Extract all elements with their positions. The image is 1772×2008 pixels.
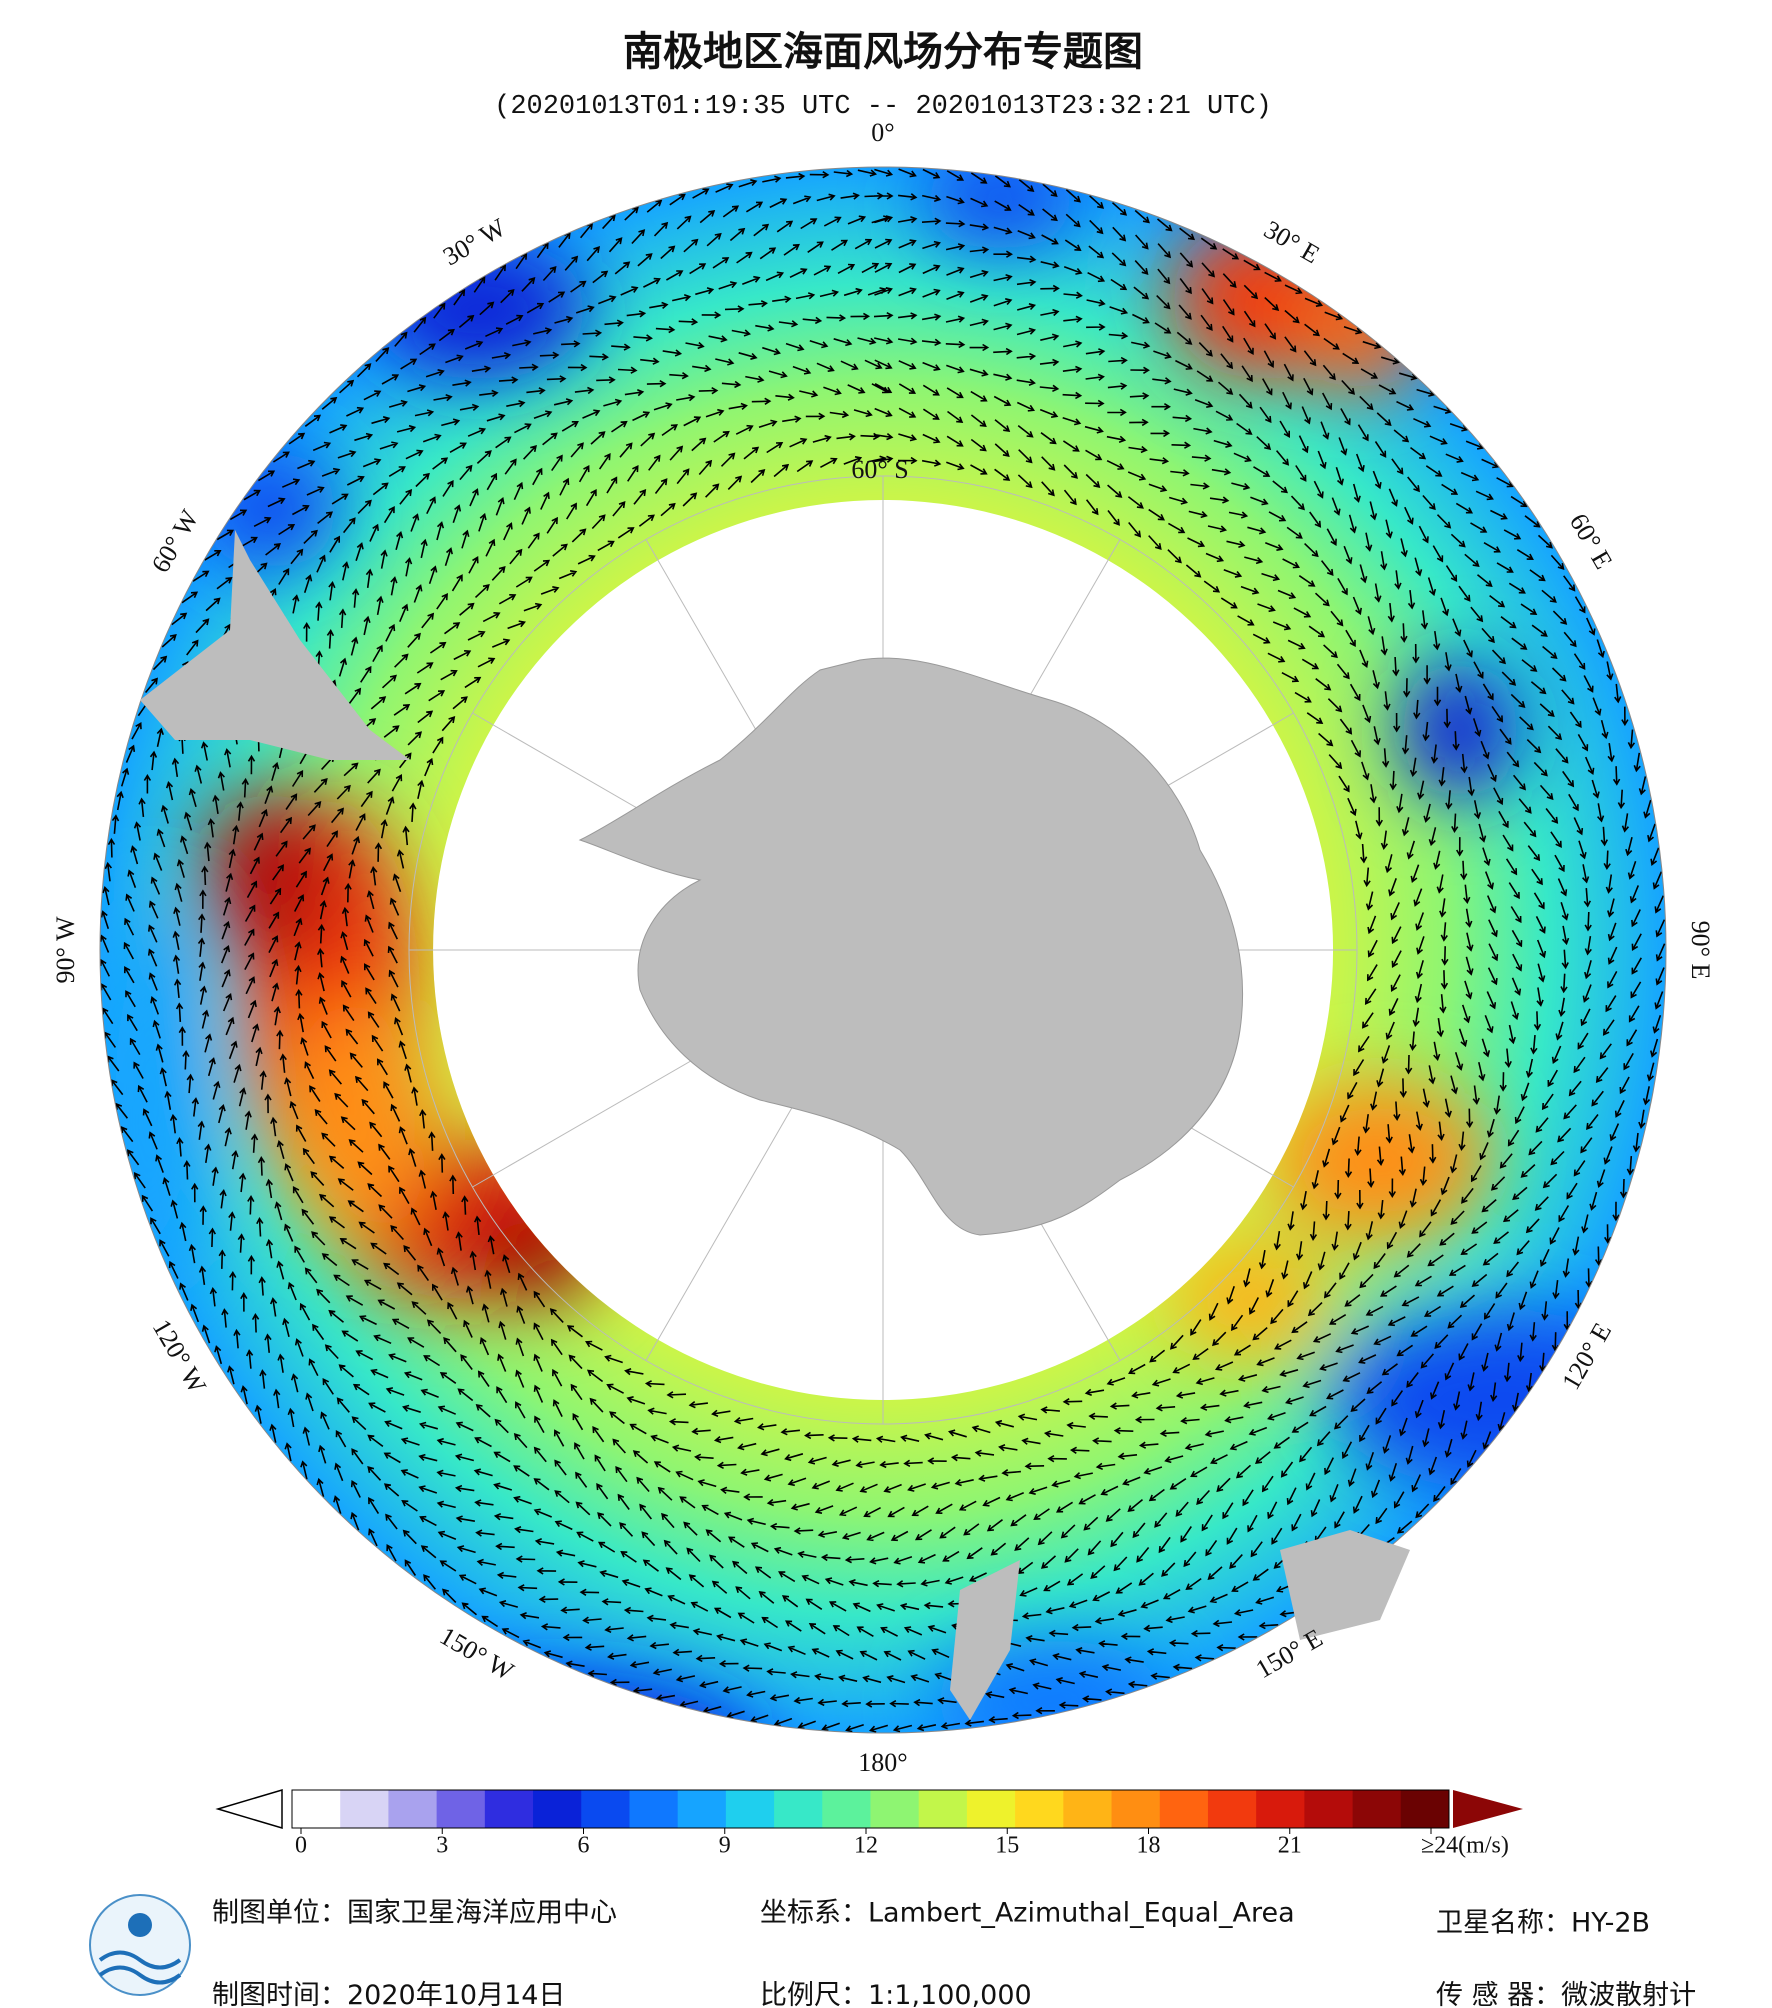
colorbar-swatch: [1304, 1790, 1354, 1828]
colorbar-tick-label: 9: [719, 1833, 731, 1859]
colorbar-swatch: [1207, 1790, 1257, 1828]
colorbar-tick-label: 6: [578, 1833, 590, 1859]
longitude-label: 0°: [871, 118, 894, 147]
south-america: [140, 530, 410, 760]
longitude-label: 180°: [858, 1748, 907, 1777]
colorbar-swatch: [774, 1790, 823, 1828]
antarctica: [578, 657, 1244, 1236]
colorbar-swatch: [1015, 1790, 1064, 1828]
longitude-label: 30° E: [1259, 215, 1324, 270]
colorbar-tick-label: 12: [854, 1833, 878, 1859]
colorbar-swatch: [629, 1790, 679, 1828]
colorbar-tick-label: 0: [295, 1833, 307, 1859]
longitude-label: 30° W: [438, 212, 511, 271]
colorbar-tick-label: 18: [1137, 1833, 1161, 1859]
new-zealand: [950, 1560, 1020, 1720]
colorbar-tick-label: 15: [995, 1833, 1019, 1859]
colorbar-tick-label: ≥24(m/s): [1421, 1833, 1509, 1859]
subtitle: (20201013T01:19:35 UTC -- 20201013T23:32…: [494, 92, 1272, 122]
colorbar-swatch: [292, 1790, 341, 1828]
colorbar-swatch: [1159, 1790, 1209, 1828]
colorbar-over: [1453, 1790, 1523, 1828]
colorbar-swatch: [436, 1790, 486, 1828]
colorbar-swatch: [1352, 1790, 1402, 1828]
colorbar-swatch: [870, 1790, 920, 1828]
colorbar-ticks: 0 3 6 9 12 15 18 21 ≥24(m/s): [295, 1828, 1509, 1859]
colorbar-swatch: [725, 1790, 775, 1828]
footer-text: 传 感 器：微波散射计: [1436, 1980, 1696, 2008]
footer-text: 坐标系：Lambert_Azimuthal_Equal_Area: [760, 1898, 1295, 1929]
colorbar-swatch: [966, 1790, 1016, 1828]
colorbar-swatch: [918, 1790, 968, 1828]
colorbar: [291, 1789, 1450, 1829]
longitude-label: 90° E: [1686, 921, 1715, 980]
footer-text: 制图时间：2020年10月14日: [212, 1980, 565, 2008]
colorbar-tick-label: 3: [436, 1833, 448, 1859]
footer-text: 卫星名称：HY-2B: [1436, 1908, 1650, 1939]
colorbar-swatch: [1400, 1790, 1450, 1828]
map-border: [99, 166, 1667, 1734]
latitude-label: 60° S: [851, 455, 908, 484]
colorbar-tick-label: 21: [1278, 1833, 1302, 1859]
colorbar-swatch: [581, 1790, 630, 1828]
colorbar-frame: [291, 1789, 1450, 1829]
logo: [89, 1894, 191, 1996]
longitude-label: 60° E: [1564, 509, 1619, 574]
colorbar-swatch: [484, 1790, 534, 1828]
colorbar-swatch: [1111, 1790, 1161, 1828]
colorbar-swatch: [1063, 1790, 1113, 1828]
wind-arrows: [99, 168, 1666, 1733]
colorbar-under: [215, 1788, 283, 1830]
colorbar-swatch: [677, 1790, 727, 1828]
title: 南极地区海面风场分布专题图: [623, 29, 1143, 75]
longitude-label: 90° W: [51, 916, 80, 983]
tasmania: [1280, 1530, 1410, 1640]
colorbar-swatch: [1256, 1790, 1305, 1828]
footer-text: 比例尺：1:1,100,000: [760, 1980, 1032, 2008]
longitude-label: 60° W: [146, 505, 205, 578]
footer-text: 制图单位：国家卫星海洋应用中心: [212, 1898, 617, 1929]
colorbar-swatch: [822, 1790, 871, 1828]
colorbar-swatch: [533, 1790, 582, 1828]
colorbar-swatch: [340, 1790, 389, 1828]
colorbar-swatch: [388, 1790, 438, 1828]
